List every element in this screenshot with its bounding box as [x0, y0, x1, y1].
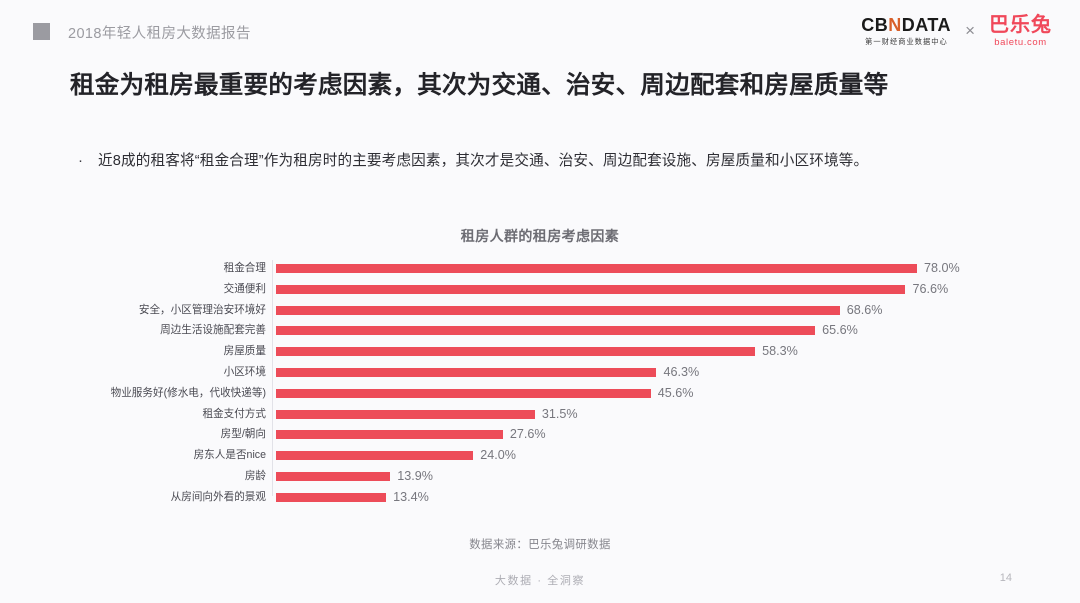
cbndata-logo: CB N DATA 第一财经商业数据中心: [861, 16, 951, 46]
bar-track: [276, 305, 840, 315]
bar-row: 房东人是否nice 24.0%: [96, 445, 996, 466]
bar-track: [276, 368, 657, 377]
bar-value-label: 76.6%: [912, 281, 949, 296]
data-source-note: 数据来源：巴乐兔调研数据: [469, 539, 611, 551]
bar-value-label: 78.0%: [924, 261, 960, 275]
bar-value-label: 65.6%: [822, 323, 858, 338]
bar-fill: [276, 430, 503, 440]
bar-row: 从房间向外看的景观 13.4%: [96, 487, 996, 508]
baletu-wordmark-en: baletu.com: [994, 37, 1047, 48]
bar-track: [276, 472, 391, 481]
bar-category-label: 周边生活设施配套完善: [160, 324, 266, 337]
bar-row: 物业服务好(修水电，代收快递等) 45.6%: [96, 383, 996, 404]
bar-category-label: 房屋质量: [223, 345, 266, 358]
chart-title: 租房人群的租房考虑因素: [460, 228, 620, 244]
bar-category-label: 小区环境: [223, 366, 266, 378]
page-number: 14: [999, 572, 1012, 584]
cbndata-subtitle: 第一财经商业数据中心: [864, 37, 948, 47]
logo-group: CB N DATA 第一财经商业数据中心 × 巴乐兔 baletu.com: [861, 15, 1052, 48]
report-title: 2018年轻人租房大数据报告: [68, 26, 251, 42]
bar-track: [276, 451, 474, 461]
bar-category-label: 物业服务好(修水电，代收快递等): [110, 386, 266, 399]
bar-track: [276, 347, 756, 357]
bar-fill: [276, 284, 906, 294]
bar-category-label: 房东人是否nice: [193, 449, 266, 462]
bar-value-label: 45.6%: [657, 385, 694, 400]
bar-value-label: 24.0%: [480, 448, 516, 463]
bar-value-label: 58.3%: [762, 344, 798, 359]
bar-track: [276, 326, 816, 336]
bar-fill: [276, 409, 535, 419]
cbndata-wordmark-left: CB: [861, 15, 889, 36]
bullet-text: 近8成的租客将“租金合理”作为租房时的主要考虑因素，其次才是交通、治安、周边配套…: [98, 153, 869, 169]
cbndata-wordmark-right: DATA: [901, 15, 952, 36]
bar-track: [276, 430, 503, 440]
bar-fill: [276, 347, 756, 357]
bar-value-label: 13.4%: [393, 489, 429, 504]
bar-category-label: 房龄: [244, 470, 266, 482]
bar-value-label: 31.5%: [541, 406, 578, 421]
bar-chart: 租金合理 78.0% 交通便利 76.6% 安全，小区管理治安环境好 68.6% 周边生活设…: [96, 258, 996, 504]
bar-track: [276, 388, 651, 398]
bullet-item: · 近8成的租客将“租金合理”作为租房时的主要考虑因素，其次才是交通、治安、周边…: [78, 148, 1008, 175]
bar-fill: [276, 492, 387, 502]
cbndata-wordmark: CB N DATA: [861, 16, 951, 34]
bar-value-label: 27.6%: [509, 427, 546, 442]
baletu-logo: 巴乐兔 baletu.com: [989, 15, 1052, 48]
bar-track: [276, 409, 535, 419]
bar-category-label: 房型/朝向: [220, 428, 266, 441]
bar-row: 小区环境 46.3%: [96, 362, 996, 383]
bar-category-label: 交通便利: [223, 282, 266, 295]
bar-row: 租金合理 78.0%: [96, 258, 996, 279]
bar-fill: [276, 451, 474, 461]
bar-value-label: 68.6%: [846, 302, 883, 317]
bar-row: 安全，小区管理治安环境好 68.6%: [96, 300, 996, 321]
bullet-marker-icon: ·: [78, 152, 83, 169]
bar-value-label: 13.9%: [397, 469, 433, 483]
bar-track: [276, 492, 387, 502]
bar-row: 房型/朝向 27.6%: [96, 424, 996, 445]
bar-category-label: 租金合理: [223, 262, 266, 274]
bar-category-label: 安全，小区管理治安环境好: [138, 303, 266, 316]
bar-row: 交通便利 76.6%: [96, 279, 996, 300]
bar-row: 房龄 13.9%: [96, 466, 996, 487]
logo-separator-x-icon: ×: [965, 21, 975, 41]
bar-row: 房屋质量 58.3%: [96, 341, 996, 362]
bar-row: 租金支付方式 31.5%: [96, 404, 996, 425]
bar-track: [276, 264, 917, 273]
bar-fill: [276, 388, 651, 398]
bar-value-label: 46.3%: [663, 365, 700, 379]
bar-row: 周边生活设施配套完善 65.6%: [96, 320, 996, 341]
bar-fill: [276, 264, 917, 273]
footer-slogan: 大数据 · 全洞察: [494, 575, 586, 587]
bar-fill: [276, 305, 840, 315]
cbndata-n-glyph: N: [888, 15, 902, 36]
bar-fill: [276, 472, 391, 481]
header-marker-square: [33, 23, 50, 40]
bar-fill: [276, 368, 657, 377]
bar-track: [276, 284, 906, 294]
bar-category-label: 租金支付方式: [202, 407, 266, 420]
bar-fill: [276, 326, 816, 336]
baletu-wordmark-cn: 巴乐兔: [989, 14, 1052, 36]
page-title: 租金为租房最重要的考虑因素，其次为交通、治安、周边配套和房屋质量等: [70, 72, 889, 99]
slide-header: 2018年轻人租房大数据报告 CB N DATA 第一财经商业数据中心 × 巴乐…: [0, 0, 1080, 54]
bar-category-label: 从房间向外看的景观: [170, 490, 266, 503]
chart-category-axis: [272, 260, 273, 496]
